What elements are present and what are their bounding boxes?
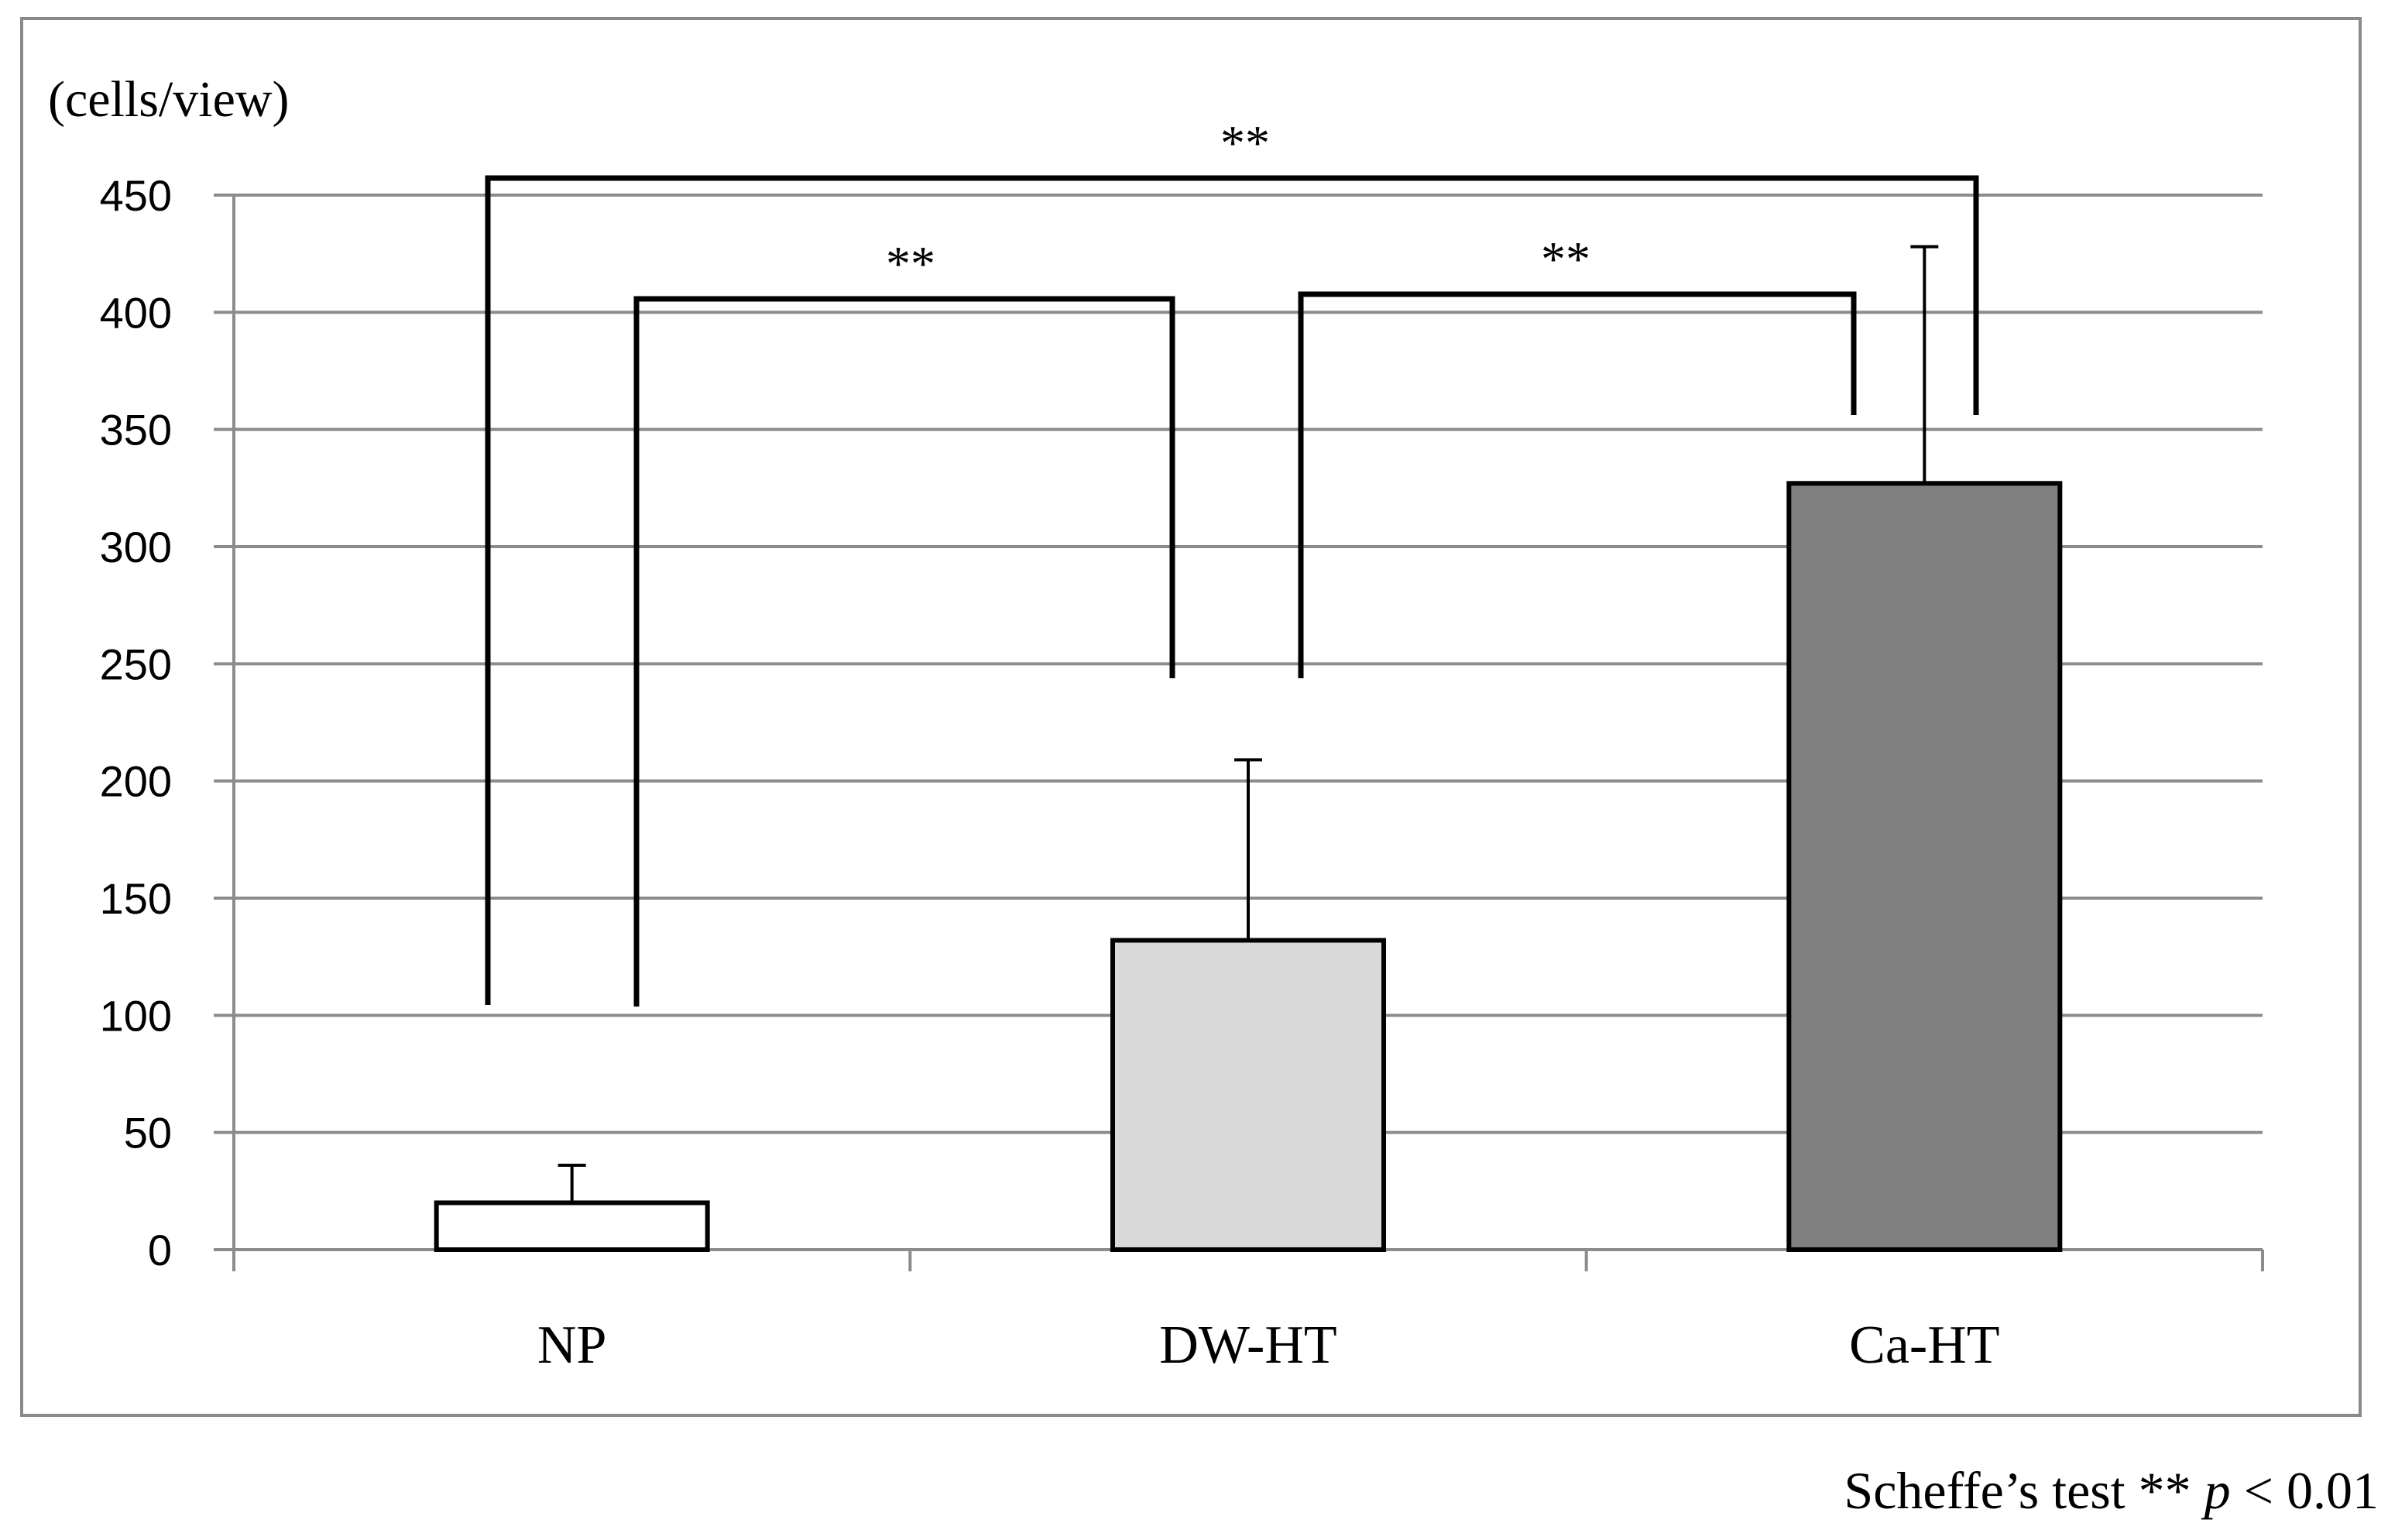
y-tick-label: 350	[100, 406, 172, 454]
footnote-prefix: Scheffe’s test **	[1844, 1461, 2204, 1520]
y-tick-label: 250	[100, 640, 172, 688]
x-category-label: Ca-HT	[1849, 1315, 1999, 1375]
y-tick-label: 300	[100, 523, 172, 571]
y-tick-label: 50	[124, 1109, 172, 1158]
bar-np	[434, 1200, 710, 1253]
significance-label: **	[1541, 232, 1590, 286]
chart-frame	[20, 17, 2362, 1417]
significance-bracket	[633, 296, 1175, 1007]
significance-bracket	[1298, 291, 1857, 678]
y-tick-label: 0	[148, 1226, 172, 1274]
significance-brackets: ** ** **	[485, 115, 1979, 1007]
labels: 0 50 100 150 200 250 300 350 400 450 NP DW-HT Ca-HT	[100, 171, 2000, 1375]
error-bars	[558, 245, 1939, 1203]
footnote-p-symbol: p	[2201, 1461, 2231, 1520]
y-tick-label: 200	[100, 757, 172, 806]
y-tick-label: 150	[100, 874, 172, 923]
significance-label: **	[886, 236, 935, 291]
significance-label: **	[1220, 115, 1270, 170]
y-tick-label: 100	[100, 991, 172, 1040]
footnote-suffix: < 0.01	[2231, 1461, 2379, 1520]
y-tick-label: 450	[100, 171, 172, 220]
significance-bracket	[485, 175, 1979, 1005]
y-tick-label: 400	[100, 288, 172, 337]
footnote: Scheffe’s test ** p < 0.01	[1844, 1461, 2379, 1520]
bars	[434, 481, 2063, 1253]
x-category-label: DW-HT	[1159, 1315, 1336, 1375]
y-axis-label: (cells/view)	[48, 71, 290, 128]
x-category-label: NP	[537, 1315, 606, 1375]
bar-dw-ht	[1110, 938, 1386, 1252]
bar-ca-ht	[1786, 481, 2063, 1252]
